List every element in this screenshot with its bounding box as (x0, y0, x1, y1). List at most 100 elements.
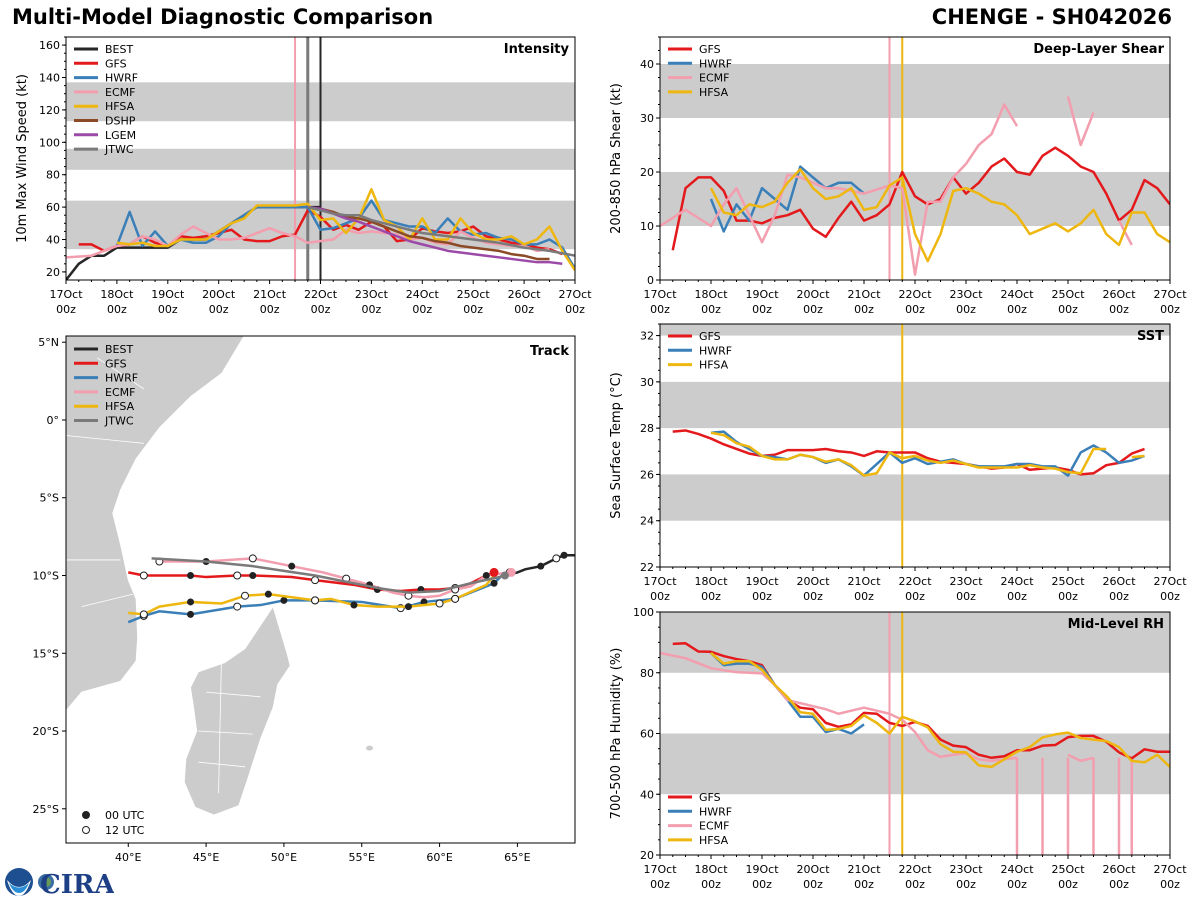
x-tick-hour: 00z (1109, 303, 1129, 316)
series-gfs (672, 429, 1145, 476)
legend-item-lgem: LGEM (74, 129, 136, 142)
series-hfsa (709, 168, 1170, 263)
series-ecmf (660, 651, 1018, 763)
x-tick-hour: 00z (107, 303, 127, 316)
series-jtwc (307, 205, 575, 257)
x-tick-hour: 00z (956, 878, 976, 891)
y-tick-label: 60 (46, 201, 60, 214)
y-tick-label: 100 (39, 136, 60, 149)
africa-landmass (66, 336, 245, 712)
legend-item-gfs: GFS (668, 43, 721, 56)
lon-tick-label: 40°E (115, 851, 141, 864)
x-tick-hour: 00z (1109, 878, 1129, 891)
x-tick-hour: 00z (905, 303, 925, 316)
x-tick-date: 24Oct (1000, 575, 1034, 588)
y-tick-label: 26 (640, 468, 654, 481)
legend-item-gfs: GFS (668, 791, 721, 804)
x-tick-date: 26Oct (1102, 863, 1136, 876)
x-tick-hour: 00z (209, 303, 229, 316)
shaded-band (660, 381, 1170, 429)
series-hwrf (115, 199, 575, 270)
legend-label: ECMF (699, 72, 729, 85)
y-tick-label: 20 (46, 266, 60, 279)
track-line (151, 557, 507, 594)
x-tick-date: 25Oct (1051, 863, 1085, 876)
legend-item-ecmf: ECMF (74, 86, 135, 99)
legend-label: JTWC (104, 143, 134, 156)
panel-sst: 22 24 26 28 30 32 17Oct 00z 18Oct 00z 19Oct 00z 20Oc… (609, 323, 1187, 603)
x-tick-hour: 00z (752, 878, 772, 891)
legend-label: HFSA (105, 400, 135, 413)
x-tick-hour: 00z (1007, 303, 1027, 316)
y-tick-label: 20 (640, 166, 654, 179)
legend-item-ecmf: ECMF (74, 386, 135, 399)
main-title: Multi-Model Diagnostic Comparison (12, 5, 434, 29)
legend-item-ecmf: ECMF (668, 820, 729, 833)
marker-00utc (264, 590, 272, 598)
legend-label: BEST (105, 43, 133, 56)
x-tick-date: 18Oct (694, 575, 728, 588)
x-tick-date: 27Oct (1153, 863, 1187, 876)
x-tick-hour: 00z (1058, 303, 1078, 316)
x-tick-date: 20Oct (796, 575, 830, 588)
y-tick-label: 0 (647, 274, 654, 287)
marker-12utc (233, 571, 242, 580)
marker-00utc (350, 601, 358, 609)
y-tick-label: 80 (640, 667, 654, 680)
x-tick-date: 17Oct (643, 575, 677, 588)
series-ecmf_b (1067, 753, 1094, 763)
legend-label: ECMF (699, 820, 729, 833)
x-tick-hour: 00z (650, 303, 670, 316)
x-tick-date: 17Oct (643, 288, 677, 301)
lat-tick-label: 25°S (33, 803, 59, 816)
legend-item-hwrf: HWRF (668, 805, 732, 818)
reunion-island (366, 745, 374, 751)
shaded-band (660, 474, 1170, 521)
marker-legend-label: 00 UTC (105, 809, 145, 822)
legend-label: DSHP (105, 115, 136, 128)
legend-item-hfsa: HFSA (74, 400, 135, 413)
x-tick-date: 22Oct (898, 288, 932, 301)
legend-label: JTWC (104, 415, 134, 428)
series-hfsa (116, 188, 575, 271)
x-tick-date: 17Oct (643, 863, 677, 876)
marker-00utc (288, 562, 296, 570)
legend-item-hwrf: HWRF (668, 57, 732, 70)
ecmf-init-point (506, 567, 516, 577)
panel-title: Deep-Layer Shear (1033, 42, 1164, 57)
lat-tick-label: 5°S (40, 492, 59, 505)
x-tick-hour: 00z (752, 590, 772, 603)
legend-item-hfsa: HFSA (668, 86, 729, 99)
y-tick-label: 24 (640, 515, 654, 528)
gfs-init-point (489, 567, 499, 577)
marker-12utc (311, 596, 320, 605)
x-tick-date: 24Oct (1000, 863, 1034, 876)
legend-item-jtwc: JTWC (74, 143, 134, 156)
marker-12utc (248, 554, 257, 563)
y-tick-label: 22 (640, 561, 654, 574)
legend-item-ecmf: ECMF (668, 72, 729, 85)
y-tick-label: 140 (39, 72, 60, 85)
x-tick-hour: 00z (1058, 878, 1078, 891)
series-hfsa (710, 652, 1170, 769)
cira-noaa-logo: CIRA (5, 868, 114, 898)
y-axis-label: 200-850 hPa Shear (kt) (609, 83, 624, 234)
series-hfsa_b (1131, 454, 1145, 459)
x-tick-date: 26Oct (1102, 288, 1136, 301)
x-tick-hour: 00z (854, 303, 874, 316)
map-area (66, 336, 575, 816)
y-tick-label: 40 (46, 234, 60, 247)
shaded-band (660, 64, 1170, 118)
legend-label: ECMF (105, 86, 135, 99)
series-ecmf (660, 103, 1019, 276)
marker-12utc (233, 602, 242, 611)
x-tick-date: 19Oct (151, 288, 185, 301)
legend-item-dshp: DSHP (74, 115, 136, 128)
lat-tick-label: 5°N (38, 336, 59, 349)
x-tick-hour: 00z (650, 878, 670, 891)
y-tick-label: 30 (640, 376, 654, 389)
legend-label: GFS (699, 43, 721, 56)
jtwc-init-point (500, 571, 509, 580)
